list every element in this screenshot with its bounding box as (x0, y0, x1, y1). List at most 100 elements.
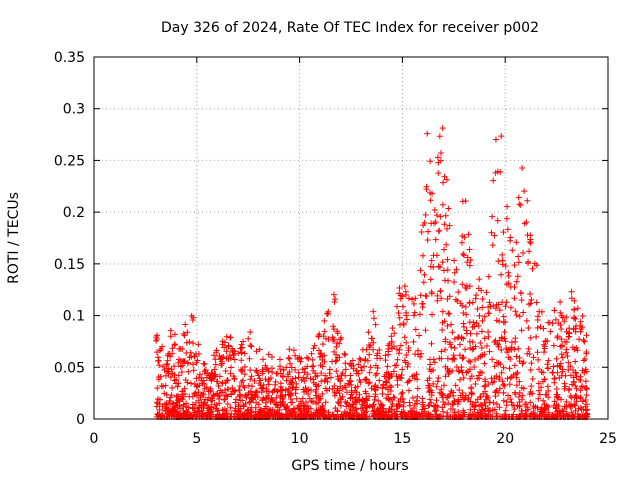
data-point (317, 395, 324, 402)
data-point (508, 339, 515, 346)
data-point (231, 376, 238, 383)
data-point (427, 158, 434, 165)
data-point (440, 179, 447, 186)
data-point (554, 333, 561, 340)
data-point (515, 253, 522, 260)
data-point (521, 220, 528, 227)
data-point (288, 364, 295, 371)
data-point (262, 362, 269, 369)
data-point (583, 332, 590, 339)
data-point (248, 395, 255, 402)
data-point (190, 340, 197, 347)
data-point (517, 201, 524, 208)
data-point (283, 364, 290, 371)
data-point (566, 385, 573, 392)
data-point (500, 229, 507, 236)
data-point (529, 265, 536, 272)
data-point (419, 300, 426, 307)
data-point (500, 397, 507, 404)
data-point (447, 341, 454, 348)
data-point (478, 287, 485, 294)
data-point (216, 352, 223, 359)
data-point (179, 346, 186, 353)
data-point (509, 247, 516, 254)
data-point (289, 385, 296, 392)
data-point (441, 173, 448, 180)
data-point (382, 357, 389, 364)
data-point (314, 412, 321, 419)
data-point (376, 377, 383, 384)
data-point (504, 375, 511, 382)
data-point (312, 373, 319, 380)
data-point (490, 303, 497, 310)
data-point (566, 330, 573, 337)
data-point (282, 386, 289, 393)
data-point (568, 409, 575, 416)
data-point (428, 340, 435, 347)
data-point (434, 378, 441, 385)
data-point (424, 236, 431, 243)
data-point (421, 271, 428, 278)
data-point (171, 371, 178, 378)
data-point (272, 401, 279, 408)
data-point (182, 390, 189, 397)
data-point (259, 366, 266, 373)
data-point (438, 295, 445, 302)
data-point (503, 215, 510, 222)
data-point (252, 389, 259, 396)
data-point (271, 410, 278, 417)
data-point (513, 312, 520, 319)
data-point (511, 262, 518, 269)
data-point (440, 398, 447, 405)
data-point (175, 356, 182, 363)
data-point (173, 380, 180, 387)
data-point (185, 404, 192, 411)
data-point (379, 390, 386, 397)
data-point (195, 397, 202, 404)
data-point (371, 383, 378, 390)
data-point (512, 391, 519, 398)
data-point (183, 350, 190, 357)
data-point (388, 407, 395, 414)
data-point (342, 351, 349, 358)
data-point (380, 382, 387, 389)
data-point (341, 382, 348, 389)
data-point (174, 393, 181, 400)
data-point (451, 356, 458, 363)
data-point (357, 379, 364, 386)
data-point (214, 390, 221, 397)
data-point (471, 323, 478, 330)
data-point (434, 297, 441, 304)
data-point (540, 369, 547, 376)
data-point (286, 381, 293, 388)
data-point (577, 373, 584, 380)
data-point (405, 378, 412, 385)
data-point (397, 321, 403, 328)
data-point (474, 409, 481, 416)
data-point (452, 296, 459, 303)
data-point (411, 401, 418, 408)
data-point (278, 392, 285, 399)
data-point (559, 354, 566, 361)
data-point (334, 330, 341, 337)
data-point (345, 380, 352, 387)
data-point (567, 363, 574, 370)
x-tick-label: 15 (393, 431, 411, 447)
data-point (218, 360, 225, 367)
data-point (579, 383, 586, 390)
data-point (511, 283, 518, 290)
data-point (253, 388, 260, 395)
data-point (418, 229, 425, 236)
data-point (455, 289, 462, 296)
data-point (493, 301, 500, 308)
data-point (572, 402, 579, 409)
data-point (518, 408, 525, 415)
data-point (166, 397, 173, 404)
data-point (272, 381, 279, 388)
data-point (478, 344, 485, 351)
data-point (321, 328, 328, 335)
data-point (384, 363, 391, 370)
data-point (383, 379, 390, 386)
data-point (451, 257, 458, 264)
data-point (221, 344, 228, 351)
